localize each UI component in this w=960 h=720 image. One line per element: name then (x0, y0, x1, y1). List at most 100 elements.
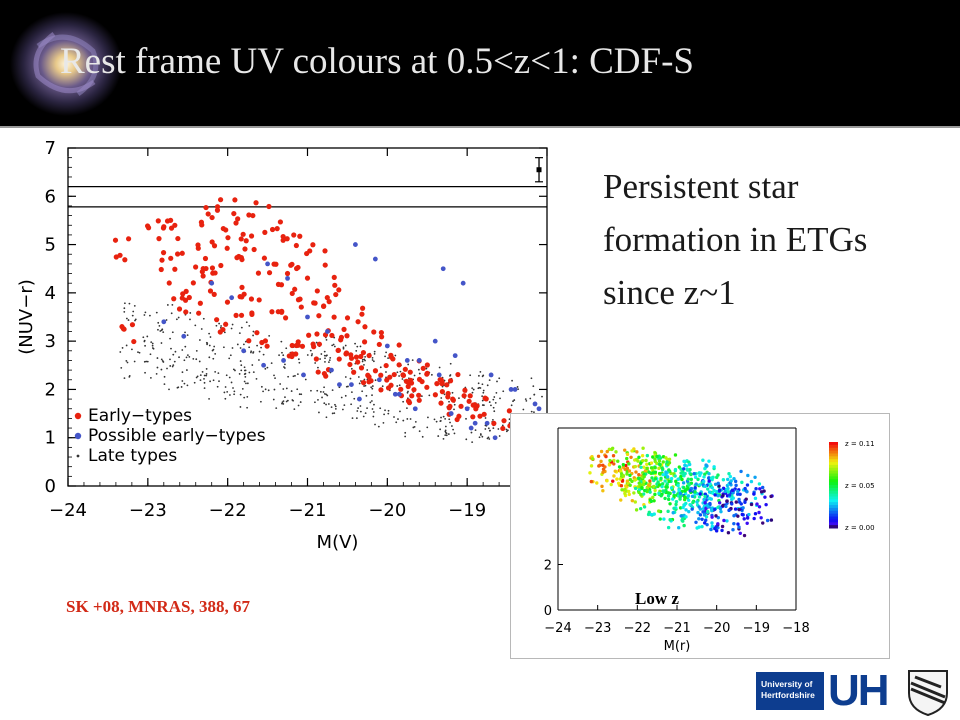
late-type-point (239, 347, 242, 349)
low-z-point (658, 456, 663, 460)
possible-early-type-point (329, 367, 334, 373)
early-type-point (120, 326, 126, 332)
possible-early-type-point (512, 387, 518, 392)
low-z-point (590, 457, 595, 461)
late-type-point (363, 378, 366, 381)
low-z-point (728, 474, 733, 479)
low-z-point (684, 488, 688, 492)
early-type-point (343, 351, 349, 357)
logo-line2: Hertfordshire (761, 690, 815, 700)
low-z-point (618, 477, 623, 481)
early-type-point (218, 262, 224, 269)
low-z-point (712, 465, 716, 469)
late-type-point (377, 425, 380, 428)
early-type-point (360, 380, 367, 386)
early-type-point (203, 204, 209, 211)
early-type-point (482, 395, 488, 401)
low-z-point (702, 513, 707, 517)
late-type-point (481, 435, 484, 438)
low-z-point (673, 453, 678, 457)
late-type-point (350, 403, 353, 406)
error-bar-marker (536, 167, 542, 173)
early-type-point (409, 393, 415, 399)
low-z-point (637, 490, 641, 495)
late-type-point (177, 386, 180, 389)
late-type-point (488, 379, 491, 381)
late-type-point (493, 396, 496, 398)
low-z-point (727, 493, 732, 497)
low-z-point (661, 472, 665, 477)
low-z-point (641, 482, 645, 487)
low-z-point (634, 470, 638, 474)
low-z-point (599, 449, 604, 454)
low-z-point (627, 489, 631, 494)
low-z-point (705, 509, 710, 514)
early-type-point (491, 420, 497, 426)
late-type-point (349, 377, 352, 380)
late-type-point (252, 330, 255, 333)
low-z-point (666, 462, 670, 467)
possible-early-type-point (452, 353, 458, 359)
low-z-point (628, 473, 632, 478)
early-type-point (376, 341, 382, 348)
late-type-point (293, 408, 296, 411)
late-type-point (492, 406, 495, 409)
early-type-point (310, 242, 316, 248)
late-type-point (413, 374, 416, 377)
possible-early-type-point (488, 372, 494, 378)
low-z-point (763, 495, 767, 499)
low-z-point (702, 521, 707, 525)
late-type-point (208, 397, 210, 400)
low-z-point (632, 491, 636, 495)
early-type-point (224, 245, 230, 251)
early-type-point (225, 235, 231, 241)
low-z-point (744, 497, 748, 501)
early-type-point (295, 264, 301, 271)
late-type-point (344, 344, 347, 347)
late-type-point (449, 374, 452, 376)
late-type-point (155, 372, 158, 375)
late-type-point (404, 435, 407, 438)
colorbar-segment (829, 450, 838, 454)
low-z-point (745, 516, 750, 520)
low-z-point (663, 496, 667, 501)
late-type-point (371, 385, 374, 387)
early-type-point (292, 286, 298, 292)
late-type-point (290, 390, 293, 392)
late-type-point (323, 386, 325, 389)
late-type-point (218, 322, 221, 325)
late-type-point (344, 376, 347, 378)
colorbar: z = 0.11 z = 0.05 z = 0.00 (829, 440, 875, 532)
low-z-point (729, 479, 733, 483)
low-z-point (707, 459, 711, 463)
late-type-point (316, 389, 319, 392)
low-z-point (710, 485, 714, 490)
early-type-point (197, 300, 203, 306)
late-type-point (369, 401, 372, 404)
low-z-point (686, 477, 690, 481)
late-type-point (174, 350, 177, 353)
late-type-point (492, 398, 495, 401)
late-type-point (203, 374, 206, 377)
low-z-point (713, 493, 717, 497)
low-z-point (746, 473, 750, 478)
late-type-point (384, 409, 386, 412)
low-z-point (609, 482, 613, 487)
early-type-point (207, 288, 214, 294)
low-z-point (743, 486, 747, 491)
early-type-point (355, 359, 361, 365)
late-type-point (262, 390, 264, 393)
low-z-point (737, 507, 741, 512)
late-type-point (453, 408, 455, 411)
late-type-point (341, 408, 344, 411)
colorbar-segment (829, 516, 838, 520)
late-type-point (331, 412, 334, 415)
late-type-point (310, 354, 313, 357)
late-type-point (281, 351, 283, 354)
low-z-point (648, 479, 652, 483)
late-type-point (120, 366, 123, 369)
possible-early-type-point (436, 372, 442, 378)
colorbar-segment (829, 525, 838, 529)
late-type-point (189, 318, 191, 321)
early-type-point (315, 369, 321, 375)
